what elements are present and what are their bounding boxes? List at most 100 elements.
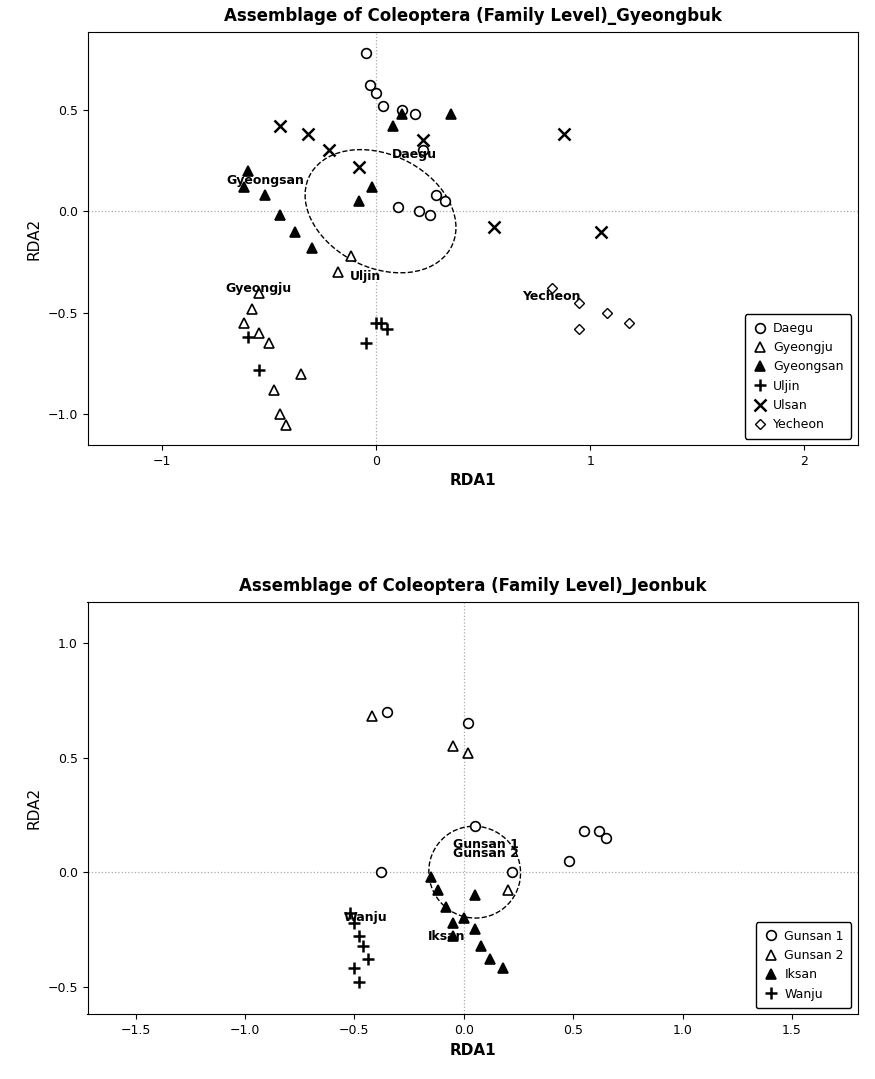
Gyeongju: [296, 367, 306, 380]
Yecheon: [546, 282, 556, 295]
Gyeongju: [238, 316, 248, 329]
Iksan: [476, 939, 487, 952]
Yecheon: [602, 306, 612, 319]
Gunsan 1: [507, 865, 517, 878]
Gyeongsan: [290, 226, 300, 238]
Title: Assemblage of Coleoptera (Family Level)_Gyeongbuk: Assemblage of Coleoptera (Family Level)_…: [224, 8, 721, 25]
Gunsan 2: [463, 747, 473, 760]
Gyeongju: [281, 419, 291, 432]
Ulsan: [354, 160, 364, 173]
Line: Wanju: Wanju: [344, 907, 374, 988]
Gyeongsan: [238, 180, 248, 193]
Iksan: [432, 884, 443, 897]
Gyeongju: [275, 408, 285, 421]
Gyeongsan: [446, 107, 457, 120]
Uljin: [371, 316, 382, 329]
Daegu: [424, 209, 435, 222]
Text: Gunsan 1: Gunsan 1: [452, 838, 519, 851]
Uljin: [382, 323, 392, 336]
Gunsan 1: [375, 865, 386, 878]
Ulsan: [559, 127, 570, 140]
Gyeongsan: [388, 120, 399, 133]
Gyeongju: [264, 337, 275, 350]
Y-axis label: RDA2: RDA2: [27, 218, 42, 260]
Daegu: [418, 144, 429, 156]
Daegu: [414, 205, 424, 218]
Gyeongju: [269, 383, 279, 396]
Daegu: [371, 87, 382, 100]
Wanju: [349, 916, 360, 929]
Daegu: [439, 194, 450, 207]
Text: Gunsan 2: Gunsan 2: [452, 847, 519, 860]
Gunsan 1: [594, 824, 605, 837]
Uljin: [242, 331, 253, 344]
Gunsan 1: [382, 706, 393, 719]
X-axis label: RDA1: RDA1: [449, 1042, 496, 1057]
Ulsan: [488, 221, 499, 234]
Ulsan: [324, 144, 334, 156]
Line: Yecheon: Yecheon: [548, 285, 633, 333]
Y-axis label: RDA2: RDA2: [27, 787, 42, 829]
Gyeongju: [247, 302, 257, 315]
Gunsan 1: [579, 824, 590, 837]
Gyeongsan: [354, 194, 364, 207]
Ulsan: [596, 226, 606, 238]
Line: Ulsan: Ulsan: [275, 120, 606, 237]
Title: Assemblage of Coleoptera (Family Level)_Jeonbuk: Assemblage of Coleoptera (Family Level)_…: [239, 576, 706, 595]
Ulsan: [275, 120, 285, 133]
Uljin: [375, 316, 386, 329]
Daegu: [392, 201, 402, 214]
Line: Gunsan 1: Gunsan 1: [375, 707, 611, 877]
Line: Gyeongju: Gyeongju: [239, 251, 355, 429]
Iksan: [448, 916, 458, 929]
Text: Uljin: Uljin: [350, 270, 382, 283]
Uljin: [254, 364, 264, 377]
Wanju: [354, 930, 364, 943]
Ulsan: [303, 127, 313, 140]
Gyeongsan: [242, 164, 253, 177]
Gyeongju: [254, 327, 264, 340]
Gunsan 1: [564, 855, 574, 868]
Wanju: [345, 907, 355, 920]
Gyeongju: [346, 249, 356, 262]
Line: Daegu: Daegu: [360, 47, 450, 220]
Gyeongju: [332, 265, 343, 278]
Wanju: [354, 975, 364, 988]
Yecheon: [574, 297, 584, 310]
Iksan: [458, 912, 469, 925]
Daegu: [360, 46, 371, 59]
Gunsan 2: [502, 884, 513, 897]
Ulsan: [418, 134, 429, 147]
Gyeongsan: [367, 180, 377, 193]
Iksan: [441, 900, 452, 913]
Wanju: [362, 953, 373, 966]
Text: Gyeongsan: Gyeongsan: [226, 174, 304, 188]
Iksan: [498, 962, 508, 975]
Gyeongsan: [396, 107, 407, 120]
Gunsan 2: [367, 710, 377, 723]
Daegu: [396, 104, 407, 117]
Legend: Daegu, Gyeongju, Gyeongsan, Uljin, Ulsan, Yecheon: Daegu, Gyeongju, Gyeongsan, Uljin, Ulsan…: [745, 314, 851, 439]
Wanju: [358, 939, 368, 952]
Text: Wanju: Wanju: [344, 912, 387, 925]
Daegu: [365, 79, 375, 92]
Line: Uljin: Uljin: [242, 317, 393, 375]
Daegu: [410, 107, 420, 120]
Text: Gyeongju: Gyeongju: [226, 282, 291, 295]
Text: Iksan: Iksan: [428, 930, 465, 943]
Line: Iksan: Iksan: [426, 872, 508, 973]
Gunsan 1: [470, 820, 480, 833]
Iksan: [470, 923, 480, 935]
Gyeongsan: [275, 209, 285, 222]
Gunsan 1: [600, 831, 611, 844]
Iksan: [448, 930, 458, 943]
X-axis label: RDA1: RDA1: [449, 474, 496, 488]
Gunsan 2: [448, 739, 458, 752]
Gyeongsan: [260, 189, 270, 202]
Daegu: [377, 99, 388, 112]
Yecheon: [623, 316, 634, 329]
Daegu: [430, 189, 441, 202]
Text: Yecheon: Yecheon: [522, 290, 581, 303]
Uljin: [360, 337, 371, 350]
Gunsan 1: [463, 716, 473, 729]
